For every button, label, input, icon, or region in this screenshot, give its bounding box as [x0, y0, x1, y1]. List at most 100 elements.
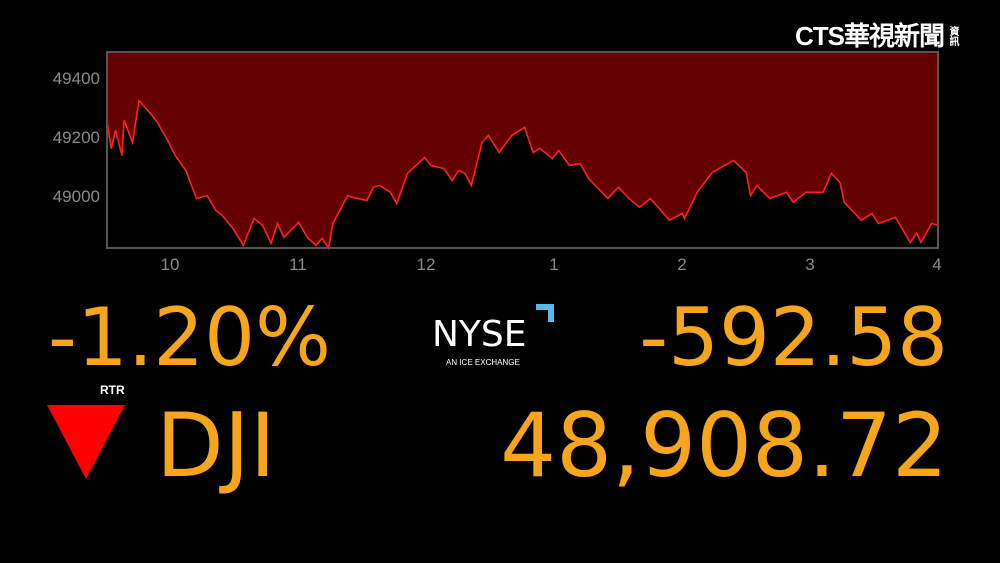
data-point [551, 157, 553, 159]
x-tick-label: 1 [549, 255, 558, 274]
data-point [558, 149, 560, 152]
data-point [123, 119, 125, 121]
data-point [372, 186, 374, 188]
data-point [830, 172, 833, 175]
logo-text: CTS華視新聞 [795, 21, 945, 51]
data-point [298, 221, 300, 223]
data-point [487, 134, 490, 137]
data-point [332, 222, 334, 225]
data-point [121, 154, 123, 157]
data-point [242, 244, 244, 246]
data-point [481, 141, 483, 144]
data-point [430, 164, 432, 167]
data-point [351, 196, 353, 198]
data-point [149, 111, 151, 114]
x-tick-label: 4 [932, 255, 941, 274]
x-tick-label: 12 [417, 255, 436, 274]
data-point [498, 151, 500, 154]
x-tick-label: 11 [289, 255, 307, 274]
data-point [315, 244, 317, 246]
nyse-text: NYSE [432, 314, 527, 355]
data-point [464, 172, 466, 175]
data-point [732, 159, 735, 162]
data-point [470, 184, 472, 187]
nyse-logo: NYSE AN ICE EXCHANGE [432, 304, 562, 370]
data-point [157, 123, 159, 125]
data-point [745, 171, 747, 174]
data-point [822, 191, 824, 193]
down-triangle-icon [47, 405, 125, 479]
data-point [511, 134, 513, 137]
data-point [185, 169, 187, 172]
data-point [232, 227, 234, 229]
intraday-chart: 49000 49200 49400 10 11 12 1 2 3 4 [53, 51, 942, 274]
data-point [877, 222, 879, 225]
data-point [756, 184, 758, 187]
nyse-corner-icon [536, 304, 554, 322]
data-point [649, 197, 651, 200]
data-point [366, 199, 368, 202]
data-point [283, 236, 285, 238]
data-point [843, 201, 845, 203]
data-point [389, 191, 391, 193]
data-point [168, 141, 170, 144]
data-point [524, 126, 526, 129]
data-point [839, 181, 841, 184]
plot-frame [106, 51, 939, 249]
data-point [916, 232, 918, 234]
data-point [532, 151, 534, 154]
data-point [406, 172, 409, 175]
x-tick-label: 10 [161, 255, 180, 274]
data-point [131, 141, 134, 144]
data-point [306, 236, 308, 238]
y-tick-label: 49000 [53, 187, 100, 206]
data-point [792, 201, 794, 203]
data-point [396, 202, 398, 205]
data-point [215, 209, 217, 211]
data-point [423, 156, 426, 159]
point-change: -592.58 [639, 291, 948, 384]
data-point [347, 194, 349, 197]
data-point [668, 219, 671, 221]
data-point [174, 154, 176, 157]
data-point [253, 217, 255, 220]
data-point [579, 162, 581, 165]
data-point [261, 224, 264, 226]
last-price: 48,908.72 [500, 394, 948, 497]
x-tick-label: 3 [805, 255, 814, 274]
data-point [206, 194, 208, 197]
data-point [920, 241, 922, 243]
data-point [681, 212, 683, 215]
cts-news-logo: CTS華視新聞 資訊 [795, 22, 958, 50]
data-point [696, 191, 698, 193]
data-point [860, 219, 862, 221]
symbol: DJI [156, 394, 276, 497]
data-point [769, 197, 771, 200]
y-tick-label: 49400 [53, 69, 100, 88]
data-point [639, 206, 641, 208]
data-point [711, 171, 713, 174]
data-point [110, 147, 112, 149]
data-point [568, 164, 570, 167]
data-point [276, 222, 279, 225]
data-point [894, 216, 896, 218]
area-fill [107, 52, 938, 249]
data-point [221, 214, 223, 216]
data-point [587, 177, 590, 180]
data-point [138, 100, 140, 102]
data-point [457, 169, 460, 172]
logo-sub: 資訊 [947, 26, 959, 46]
data-point [628, 197, 630, 200]
data-point [321, 237, 323, 239]
data-point [909, 241, 911, 243]
data-point [607, 197, 609, 200]
data-point [114, 129, 117, 131]
data-point [749, 194, 752, 197]
nyse-tagline: AN ICE EXCHANGE [446, 358, 520, 367]
y-tick-label: 49200 [53, 128, 100, 147]
data-point [195, 197, 198, 200]
percent-change: -1.20% [48, 291, 332, 384]
data-point [451, 179, 453, 182]
data-point [683, 217, 686, 220]
data-point [871, 212, 873, 215]
